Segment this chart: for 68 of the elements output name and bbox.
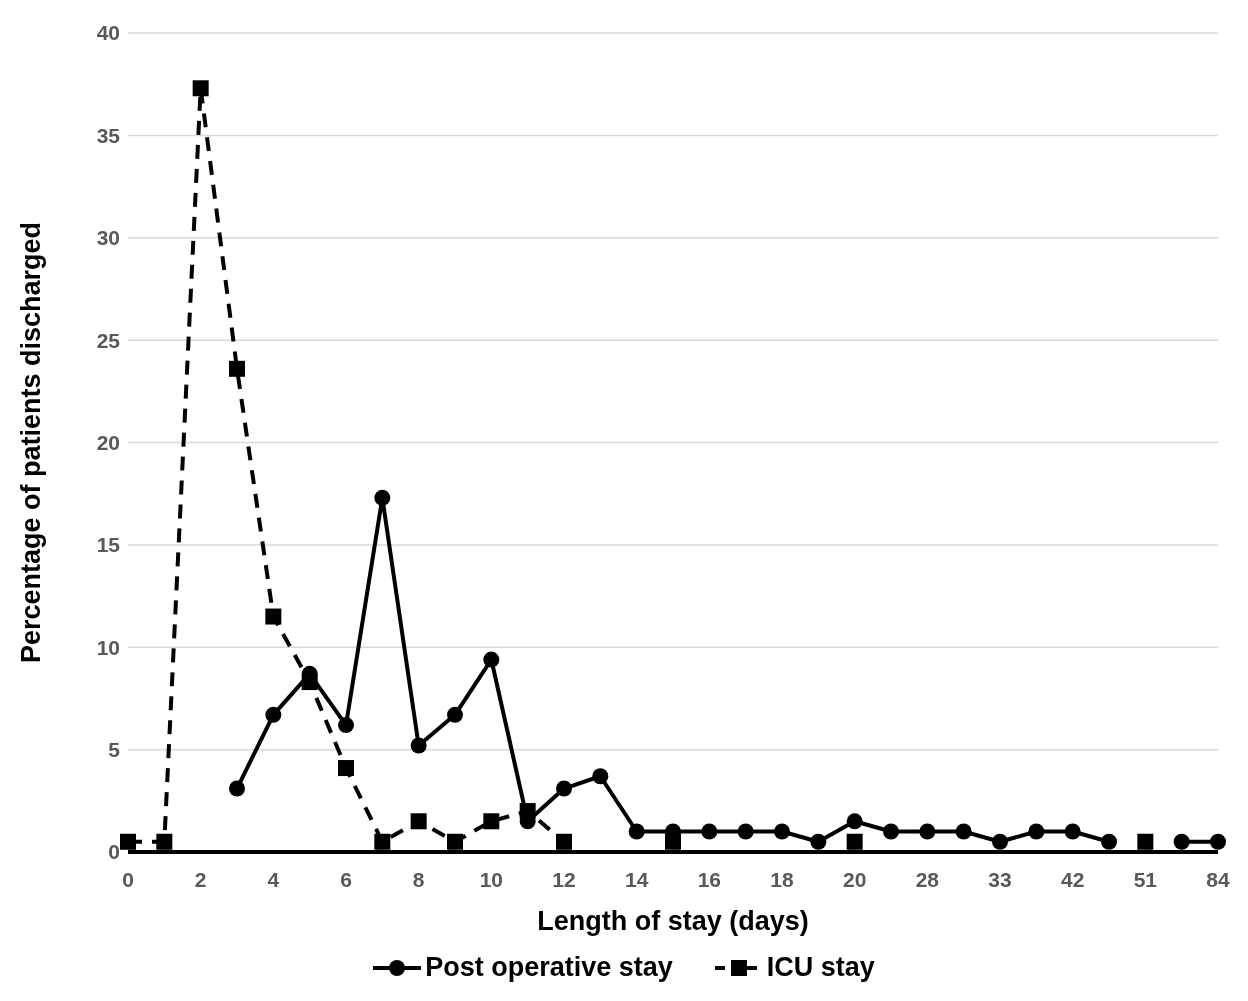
y-tick-label: 5 [108, 738, 121, 762]
x-tick-label: 8 [412, 867, 425, 891]
y-tick-label: 40 [96, 21, 120, 45]
point [192, 80, 209, 97]
point [810, 833, 827, 850]
point [229, 780, 245, 797]
x-tick-label: 20 [842, 867, 867, 891]
y-axis-title: Percentage of patients discharged [15, 221, 46, 664]
point [447, 706, 463, 723]
y-tick-label: 30 [96, 226, 120, 250]
point [701, 823, 718, 840]
point [883, 823, 899, 840]
point [556, 780, 572, 797]
x-tick-label: 10 [479, 867, 504, 891]
x-tick-label: 12 [552, 867, 576, 891]
y-tick-label: 15 [96, 533, 121, 557]
point [301, 674, 318, 691]
point [374, 833, 391, 850]
legend-label: ICU stay [766, 952, 875, 983]
point [120, 833, 136, 850]
point [846, 813, 863, 830]
point [628, 823, 645, 840]
point [483, 813, 500, 830]
point [156, 833, 173, 850]
point [846, 833, 863, 850]
x-tick-label: 2 [194, 867, 207, 891]
point [1101, 833, 1117, 850]
point [447, 833, 463, 850]
point [410, 813, 427, 830]
x-tick-label: 18 [770, 867, 794, 891]
y-tick-label: 0 [108, 840, 120, 864]
x-tick-label: 33 [988, 867, 1012, 891]
point [265, 608, 282, 625]
point [265, 706, 282, 723]
point [955, 823, 972, 840]
point [410, 737, 427, 754]
point [556, 833, 572, 850]
point [665, 833, 681, 850]
point [992, 833, 1008, 850]
x-tick-label: 16 [697, 867, 722, 891]
point [919, 823, 936, 840]
y-tick-label: 35 [96, 123, 121, 147]
x-axis-title: Length of stay (days) [537, 906, 809, 936]
x-tick-label: 84 [1206, 867, 1230, 891]
point [1210, 833, 1226, 850]
x-tick-label: 28 [915, 867, 940, 891]
x-tick-label: 14 [624, 867, 649, 891]
y-tick-label: 20 [96, 430, 120, 454]
point [592, 768, 609, 785]
y-tick-label: 10 [96, 635, 120, 659]
point [338, 717, 354, 734]
point [1028, 823, 1045, 840]
y-tick-label: 25 [96, 328, 121, 352]
x-tick-label: 42 [1060, 867, 1085, 891]
point [374, 489, 391, 506]
x-tick-label: 6 [340, 867, 352, 891]
point [519, 803, 536, 820]
point [338, 760, 354, 777]
point [737, 823, 754, 840]
x-tick-label: 51 [1133, 867, 1158, 891]
x-tick-label: 4 [267, 867, 280, 891]
point [1137, 833, 1154, 850]
point [483, 651, 500, 668]
point [1064, 823, 1081, 840]
point [229, 360, 245, 377]
point [774, 823, 790, 840]
legend-label: Post operative stay [425, 952, 673, 983]
point [1173, 833, 1190, 850]
